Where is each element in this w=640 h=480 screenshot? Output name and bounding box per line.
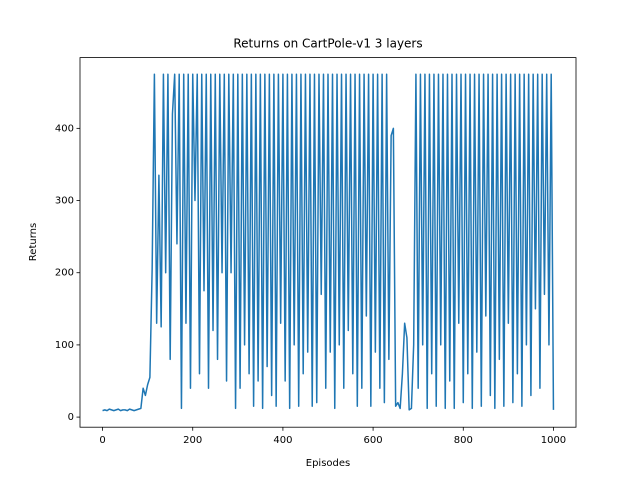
y-tick-label: 100: [55, 340, 74, 351]
data-line: [102, 73, 555, 412]
y-tick-label: 200: [55, 268, 74, 279]
y-axis-label: Returns: [28, 223, 39, 261]
x-tick-label: 200: [183, 435, 202, 446]
y-tick-label: 300: [55, 196, 74, 207]
x-tick-label: 400: [273, 435, 292, 446]
y-tick-label: 0: [68, 412, 74, 423]
plot-frame: [79, 57, 577, 428]
x-axis-label: Episodes: [306, 458, 350, 469]
y-tick-label: 400: [55, 123, 74, 134]
x-tick-label: 800: [454, 435, 473, 446]
x-tick-label: 600: [364, 435, 383, 446]
x-tick-label: 1000: [541, 435, 566, 446]
x-tick-label: 0: [99, 435, 105, 446]
chart-title: Returns on CartPole-v1 3 layers: [233, 37, 422, 51]
